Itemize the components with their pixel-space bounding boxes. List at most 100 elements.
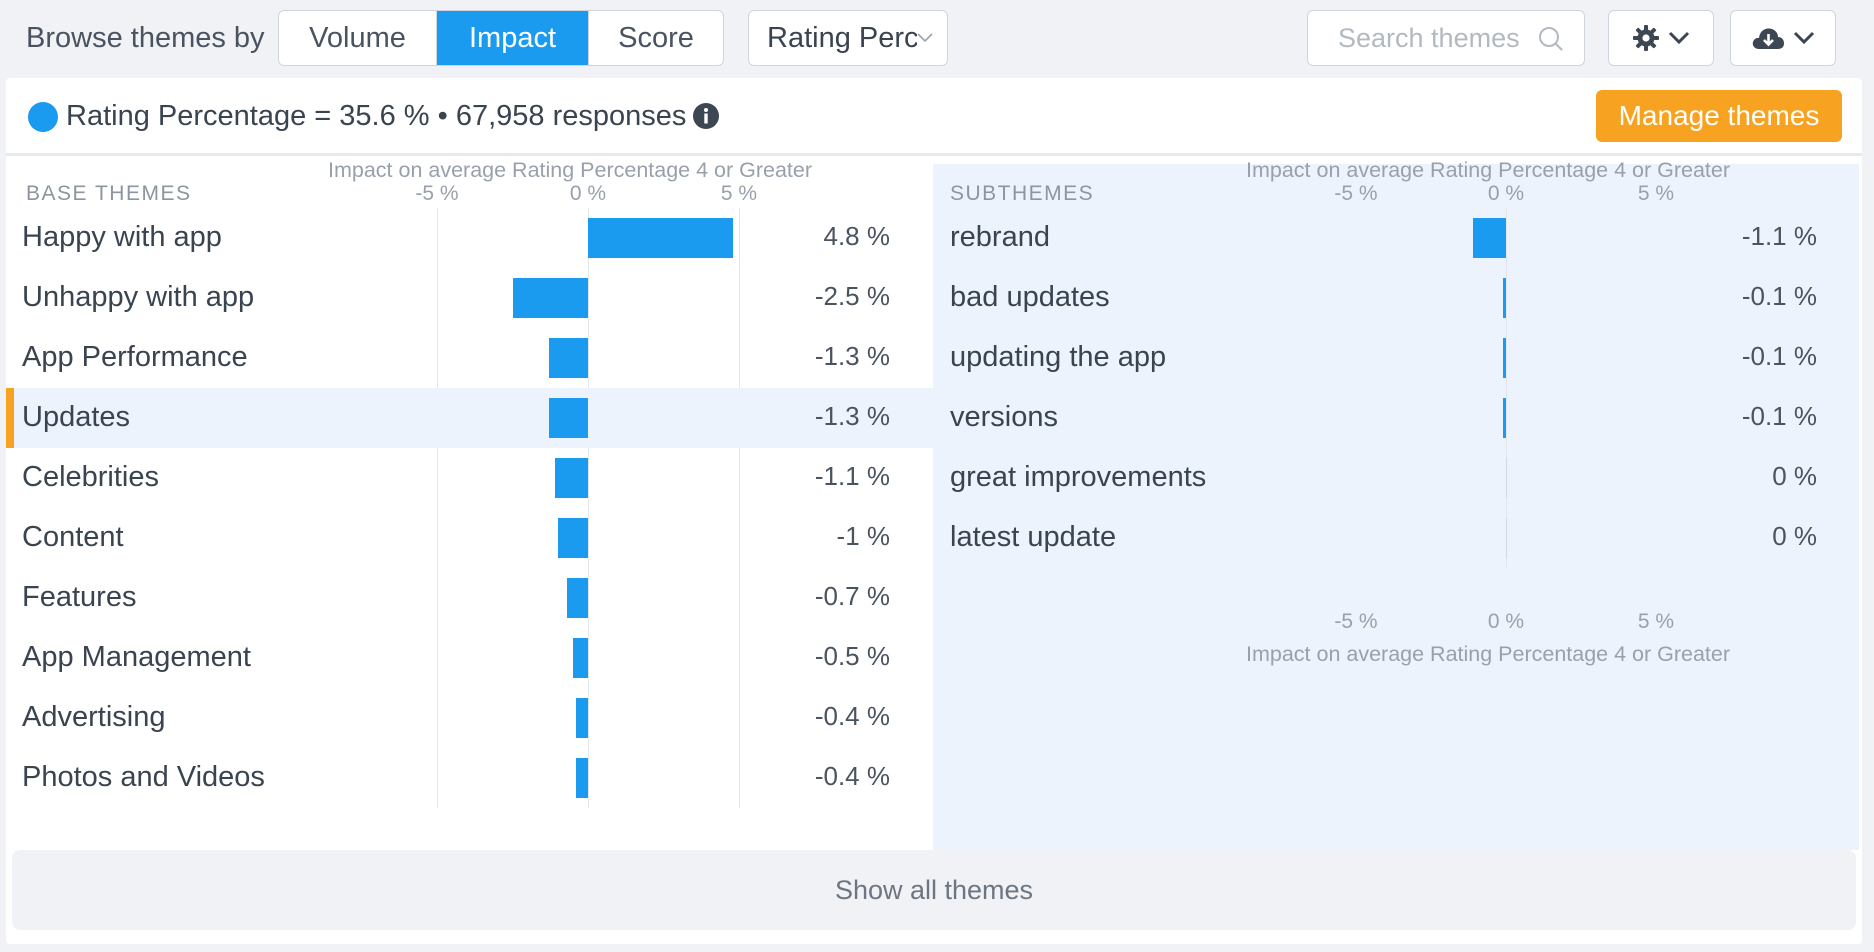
impact-value: 0 % <box>1772 521 1817 551</box>
chevron-down-icon <box>1668 31 1690 45</box>
theme-name: Content <box>22 521 124 553</box>
base-theme-row[interactable]: Happy with app 4.8 % <box>6 208 933 268</box>
mode-score-button[interactable]: Score <box>618 21 694 54</box>
base-theme-row[interactable]: App Management -0.5 % <box>6 628 933 688</box>
impact-bar <box>548 398 588 438</box>
base-themes-header: BASE THEMES <box>26 182 192 205</box>
info-icon[interactable] <box>692 102 720 130</box>
show-all-themes-button[interactable]: Show all themes <box>12 850 1856 930</box>
manage-themes-button[interactable]: Manage themes <box>1596 90 1842 142</box>
sub-tick-5: 5 % <box>1637 182 1675 205</box>
impact-value: -1 % <box>836 521 890 551</box>
search-box <box>1307 10 1585 66</box>
search-input[interactable] <box>1308 11 1538 65</box>
impact-value: -0.4 % <box>814 701 890 731</box>
metric-dropdown-value: Rating Percentage <box>767 21 917 54</box>
theme-name: Updates <box>22 401 131 433</box>
settings-button[interactable] <box>1608 10 1714 66</box>
selected-indicator <box>6 388 14 448</box>
impact-bar <box>1506 518 1507 558</box>
download-button[interactable] <box>1730 10 1836 66</box>
theme-name: App Performance <box>22 341 248 373</box>
subtheme-row[interactable]: latest update 0 % <box>933 508 1859 568</box>
subtheme-name: latest update <box>950 521 1117 553</box>
browse-label: Browse themes by <box>26 22 265 54</box>
base-gridline <box>739 208 740 808</box>
gear-icon <box>1633 25 1659 51</box>
impact-value: -1.1 % <box>1741 221 1817 251</box>
impact-value: -0.4 % <box>814 761 890 791</box>
impact-value: -1.3 % <box>814 341 890 371</box>
impact-bar <box>1503 278 1506 318</box>
subtheme-row[interactable]: updating the app -0.1 % <box>933 328 1859 388</box>
subtheme-row[interactable]: versions -0.1 % <box>933 388 1859 448</box>
impact-bar <box>588 218 733 258</box>
impact-value: -1.1 % <box>814 461 890 491</box>
sub-bottom-tick-0: 0 % <box>1487 610 1525 633</box>
toolbar: Browse themes by Volume Impact Score Rat… <box>0 0 1874 78</box>
summary-bar: Rating Percentage = 35.6 % • 67,958 resp… <box>6 78 1862 156</box>
base-theme-row[interactable]: Advertising -0.4 % <box>6 688 933 748</box>
sub-zero-gridline <box>1506 208 1507 568</box>
base-tick-5: 5 % <box>720 182 758 205</box>
subthemes-header: SUBTHEMES <box>950 182 1095 205</box>
base-gridline <box>588 208 589 808</box>
mode-volume-button[interactable]: Volume <box>279 11 437 65</box>
base-theme-row[interactable]: Features -0.7 % <box>6 568 933 628</box>
impact-bar <box>575 758 588 798</box>
metric-color-dot <box>28 102 58 132</box>
impact-bar <box>572 638 588 678</box>
theme-name: Features <box>22 581 137 613</box>
sub-bottom-tick-neg5: -5 % <box>1334 610 1378 633</box>
impact-value: 4.8 % <box>823 221 891 251</box>
sub-tick-0: 0 % <box>1487 182 1525 205</box>
subtheme-name: bad updates <box>950 281 1110 313</box>
search-icon <box>1539 27 1563 51</box>
base-gridline <box>437 208 438 808</box>
chevron-down-icon <box>1793 31 1815 45</box>
theme-name: App Management <box>22 641 251 673</box>
impact-value: -0.7 % <box>814 581 890 611</box>
sub-bottom-tick-5: 5 % <box>1637 610 1675 633</box>
impact-bar <box>1503 338 1506 378</box>
impact-bar <box>1506 458 1507 498</box>
base-tick-neg5: -5 % <box>415 182 459 205</box>
impact-value: -0.1 % <box>1741 281 1817 311</box>
subtheme-name: rebrand <box>950 221 1050 253</box>
subtheme-row[interactable]: great improvements 0 % <box>933 448 1859 508</box>
subtheme-row[interactable]: bad updates -0.1 % <box>933 268 1859 328</box>
base-tick-0: 0 % <box>569 182 607 205</box>
base-theme-row[interactable]: Content -1 % <box>6 508 933 568</box>
impact-value: -1.3 % <box>814 401 890 431</box>
impact-bar <box>1473 218 1506 258</box>
base-theme-row[interactable]: Updates -1.3 % <box>6 388 933 448</box>
base-axis-title: Impact on average Rating Percentage 4 or… <box>328 158 813 182</box>
impact-bar <box>566 578 588 618</box>
impact-value: -0.5 % <box>814 641 890 671</box>
themes-panel: Rating Percentage = 35.6 % • 67,958 resp… <box>6 78 1862 944</box>
impact-bar <box>554 458 588 498</box>
mode-segmented-control: Volume Impact Score <box>278 10 724 66</box>
subtheme-row[interactable]: rebrand -1.1 % <box>933 208 1859 268</box>
subthemes-panel <box>933 164 1859 850</box>
sub-tick-neg5: -5 % <box>1334 182 1378 205</box>
sub-axis-title-bottom: Impact on average Rating Percentage 4 or… <box>1246 642 1731 666</box>
impact-bar <box>548 338 588 378</box>
impact-bar <box>1503 398 1506 438</box>
sub-axis-title-top: Impact on average Rating Percentage 4 or… <box>1246 158 1731 182</box>
impact-bar <box>512 278 588 318</box>
impact-value: -0.1 % <box>1741 341 1817 371</box>
subtheme-name: updating the app <box>950 341 1167 373</box>
impact-value: -0.1 % <box>1741 401 1817 431</box>
base-theme-row[interactable]: Unhappy with app -2.5 % <box>6 268 933 328</box>
base-theme-row[interactable]: App Performance -1.3 % <box>6 328 933 388</box>
theme-name: Advertising <box>22 701 166 733</box>
mode-impact-button[interactable]: Impact <box>437 11 589 65</box>
chevron-down-icon <box>917 33 933 43</box>
base-theme-row[interactable]: Photos and Videos -0.4 % <box>6 748 933 808</box>
theme-name: Happy with app <box>22 221 222 253</box>
metric-dropdown[interactable]: Rating Percentage <box>748 10 948 66</box>
theme-name: Unhappy with app <box>22 281 255 313</box>
base-theme-row[interactable]: Celebrities -1.1 % <box>6 448 933 508</box>
impact-bar <box>575 698 588 738</box>
